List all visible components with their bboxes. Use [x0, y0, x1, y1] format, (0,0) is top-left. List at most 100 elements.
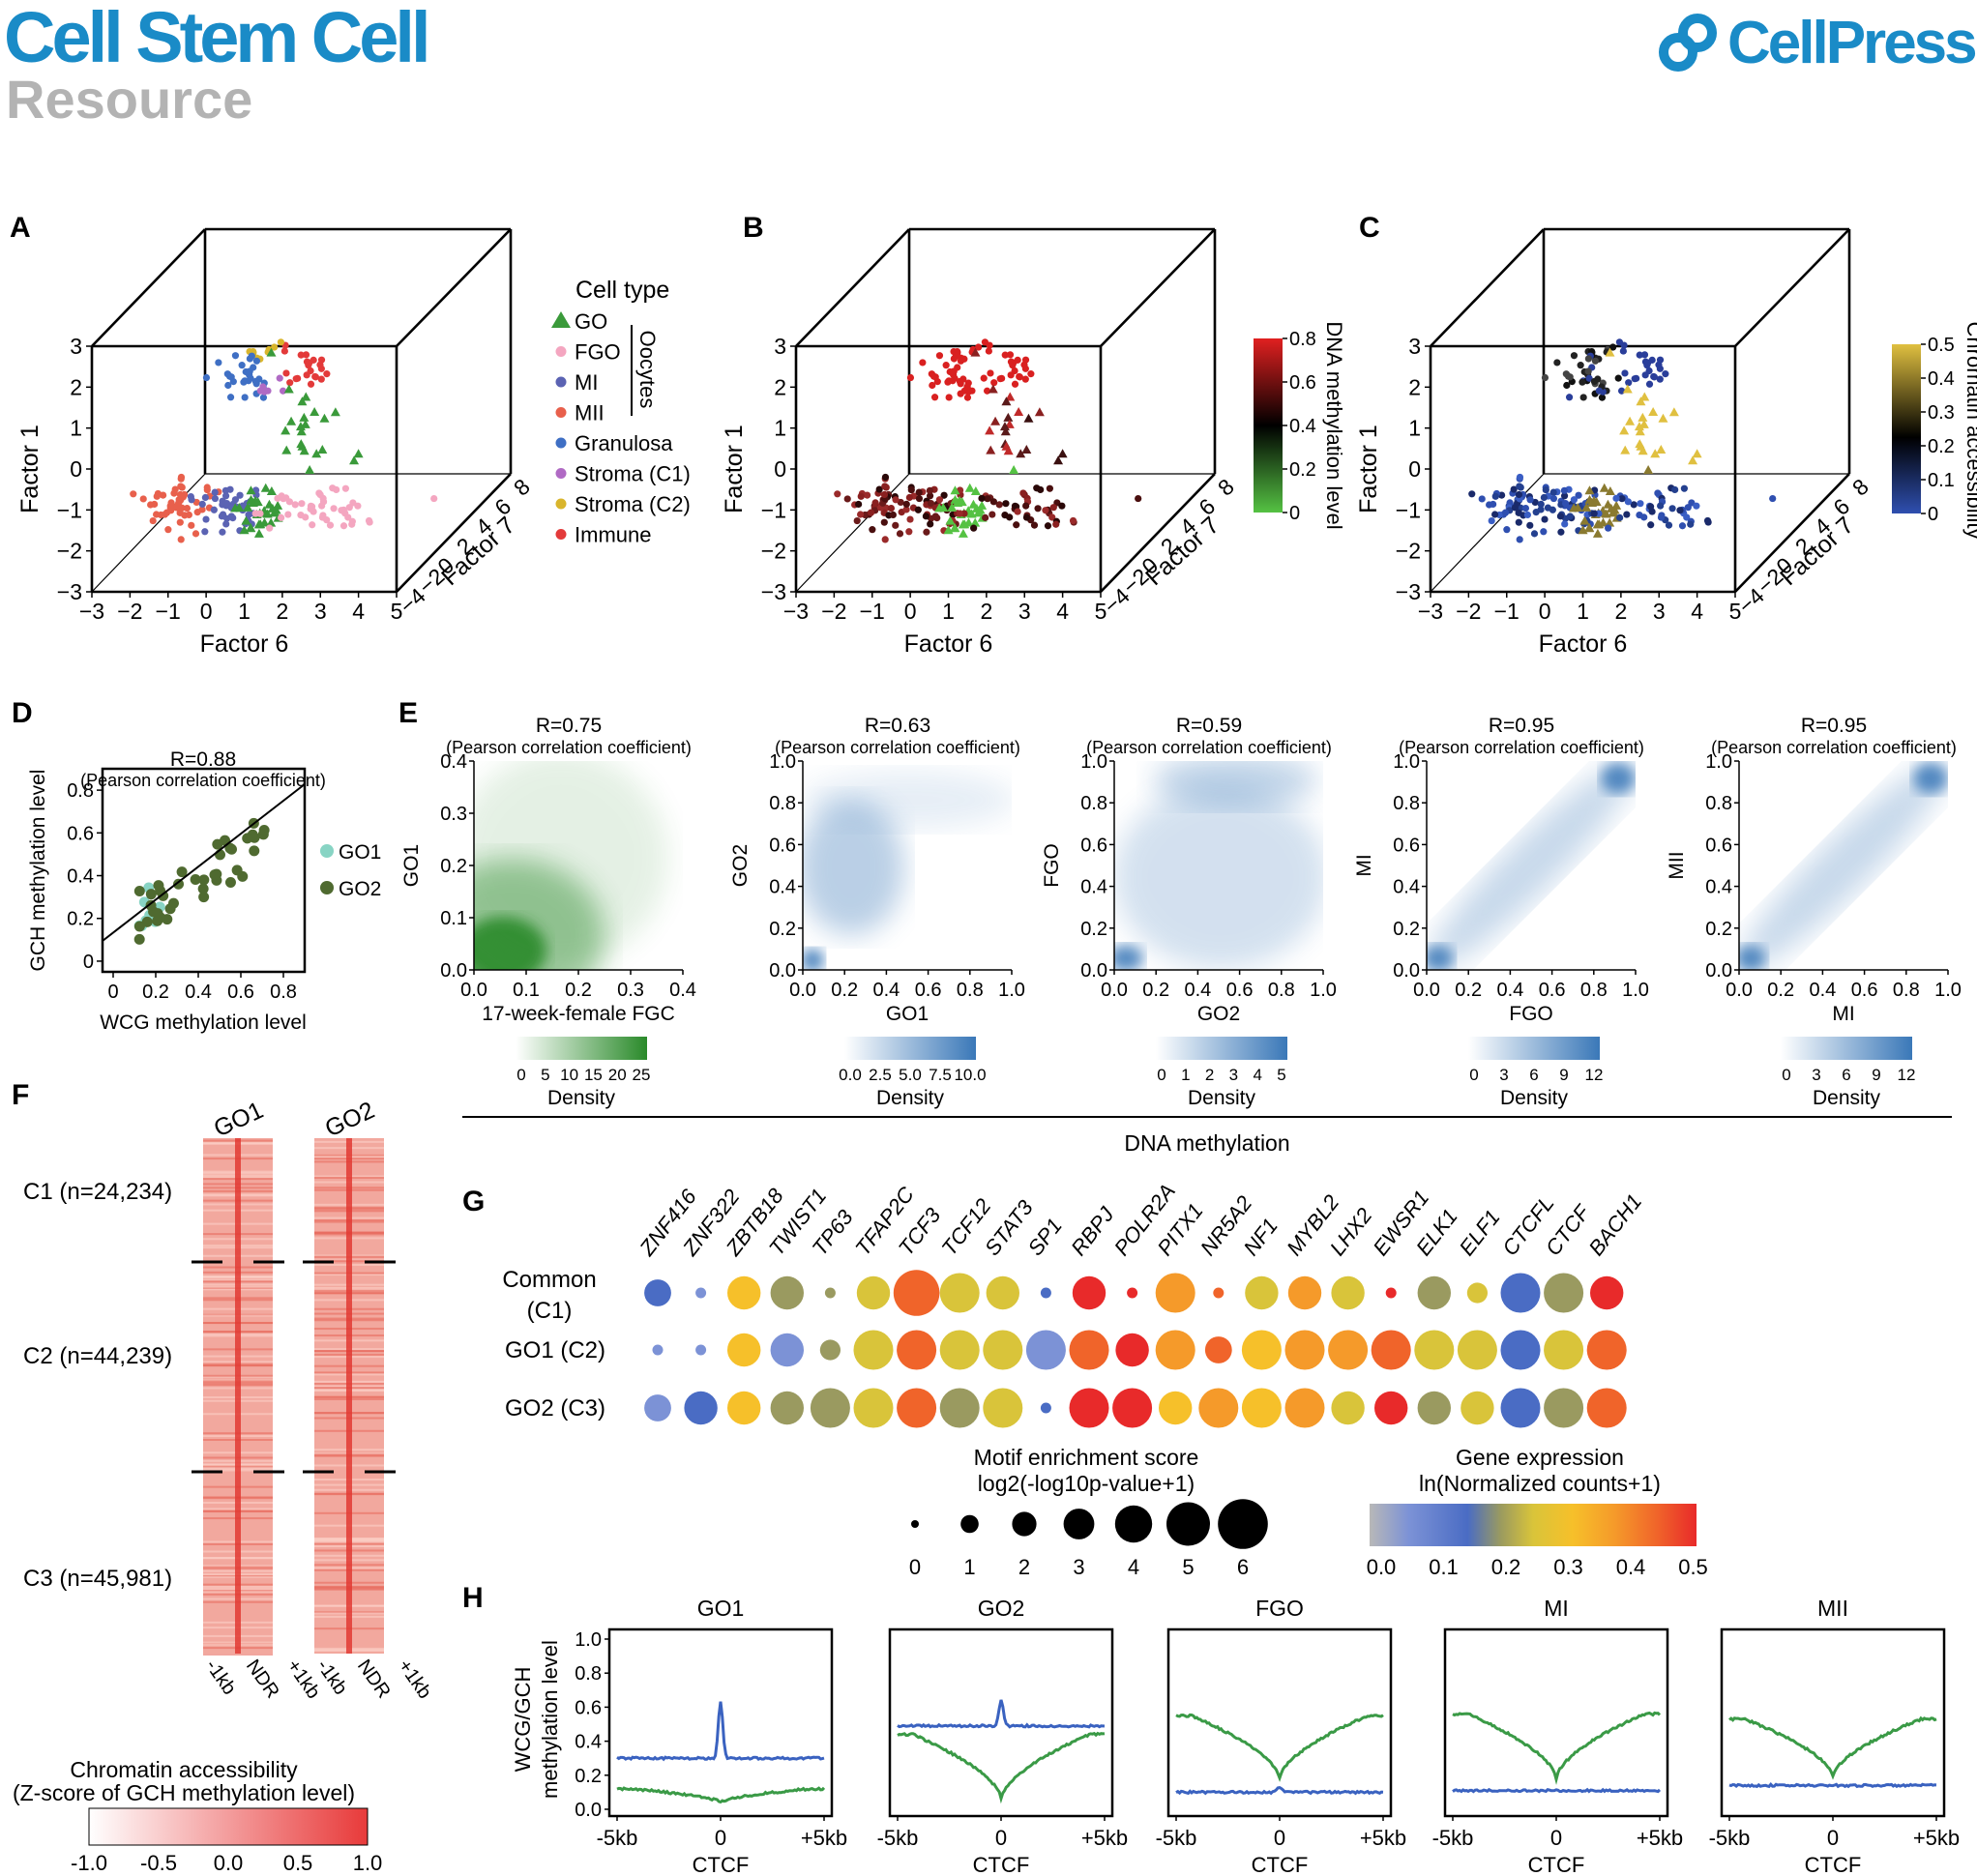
- x-tick-label: 0.3: [617, 980, 644, 1001]
- panel-d-ylabel: GCH methylation level: [27, 770, 49, 972]
- data-point: [246, 355, 253, 363]
- data-point: [221, 492, 230, 500]
- x-tick-label: 0.6: [1851, 980, 1878, 1001]
- data-point-triangle: [999, 422, 1010, 431]
- enrichment-dot: [939, 1388, 980, 1428]
- data-point: [834, 490, 841, 498]
- colorbar-tick-label: 0.5: [1928, 335, 1955, 356]
- x-tick-label: 0.2: [565, 980, 592, 1001]
- data-point: [1542, 485, 1549, 494]
- y-tick-label: 1: [1408, 416, 1421, 441]
- data-point-triangle: [970, 517, 981, 527]
- data-point: [274, 494, 281, 502]
- enrichment-dot: [770, 1275, 804, 1310]
- data-point: [963, 394, 972, 401]
- colorbar-tick-label: 5.0: [899, 1066, 922, 1084]
- data-point: [1490, 511, 1499, 518]
- density-blob: [803, 771, 1012, 829]
- data-point: [202, 373, 211, 382]
- data-point: [330, 505, 338, 513]
- y-tick-label: −3: [57, 579, 82, 604]
- profile-title: GO1: [697, 1596, 745, 1621]
- data-point: [1579, 394, 1587, 401]
- data-point: [1577, 362, 1584, 369]
- profile-title: MI: [1544, 1596, 1569, 1621]
- density-colorbar: [1468, 1037, 1600, 1060]
- legend-marker-stroma-c1-: [555, 468, 567, 479]
- density-blobs: [1427, 761, 1636, 970]
- x-axis-label: CTCF: [973, 1853, 1030, 1876]
- colorbar-title: DNA methylation level: [1322, 321, 1346, 529]
- size-legend-label: 3: [1073, 1555, 1084, 1579]
- x-tick-label: +5kb: [1360, 1826, 1406, 1850]
- data-point: [1549, 506, 1556, 513]
- box-edge: [396, 473, 512, 593]
- y-tick-label: −3: [1396, 579, 1421, 604]
- x-tick-label: 0: [1539, 599, 1551, 624]
- colorbar-tick-label: 3: [1499, 1066, 1508, 1084]
- data-point: [1022, 513, 1031, 521]
- legend-marker-immune: [555, 529, 567, 540]
- density-colorbar: [844, 1037, 976, 1060]
- y-tick-label: 0.4: [440, 751, 467, 773]
- enrichment-dot: [1127, 1287, 1138, 1299]
- data-point: [906, 515, 914, 523]
- density-blob: [1913, 763, 1948, 794]
- data-point: [896, 530, 904, 538]
- density-plot-mi: R=0.95(Pearson correlation coefficient) 0…: [1353, 715, 1649, 1109]
- density-blob: [1427, 761, 1636, 970]
- publisher-logo[interactable]: CellPress: [1656, 4, 1977, 81]
- x-tick-label: 0: [1827, 1826, 1839, 1850]
- y-axis-label: Factor 1: [721, 425, 748, 513]
- x-tick-label: 1: [942, 599, 955, 624]
- data-point: [280, 495, 287, 503]
- data-point: [203, 485, 211, 494]
- data-point: [989, 498, 997, 506]
- colorbar-tick-label: 0: [1157, 1066, 1166, 1084]
- x-tick-label: 0: [200, 599, 213, 624]
- x-tick-label: 0: [1550, 1826, 1562, 1850]
- data-point: [905, 493, 913, 502]
- density-blob: [1114, 945, 1143, 970]
- publisher-name: CellPress: [1727, 9, 1977, 76]
- box-edge-hidden: [1430, 473, 1545, 593]
- x-tick-label: 3: [314, 599, 327, 624]
- wcg-profile-line: [616, 1786, 826, 1804]
- density-colorbar: [1781, 1037, 1912, 1060]
- panel-label-a: A: [10, 212, 31, 244]
- data-point: [1001, 351, 1009, 359]
- panel-d-title: R=0.88: [170, 748, 236, 771]
- enrichment-dot: [1371, 1330, 1411, 1370]
- data-point: [291, 501, 299, 509]
- row-label: GO1 (C2): [505, 1337, 605, 1363]
- data-point: [282, 369, 290, 377]
- data-point: [339, 522, 348, 530]
- data-point-triangle: [296, 426, 307, 436]
- enrichment-dot: [695, 1287, 707, 1299]
- colorbar-tick-label: 15: [584, 1066, 603, 1084]
- data-point: [930, 394, 939, 401]
- profile-fgo: FGO -5kb 0 +5kb CTCF: [1156, 1596, 1407, 1876]
- colorbar-title: Density: [1500, 1087, 1569, 1109]
- colorbar-tick-label: 1.0: [353, 1851, 383, 1875]
- x-tick-label: 0.6: [1226, 980, 1254, 1001]
- data-point-triangle: [1001, 396, 1012, 406]
- data-point: [956, 377, 964, 386]
- data-point: [869, 526, 876, 534]
- x-tick-label: 0.2: [1455, 980, 1482, 1001]
- data-point-triangle: [1057, 449, 1068, 458]
- data-point: [298, 500, 306, 508]
- data-point: [1046, 484, 1053, 492]
- legend-marker-mii: [555, 407, 567, 418]
- data-point: [1006, 351, 1015, 359]
- colorbar-tick-label: 0.1: [1928, 470, 1955, 491]
- x-axis-label: GO2: [1197, 1003, 1240, 1025]
- y-tick-label: −2: [57, 539, 82, 564]
- size-legend-label: 2: [1018, 1555, 1030, 1579]
- data-point: [1621, 369, 1629, 377]
- colorbar-gradient: [1892, 344, 1921, 513]
- data-point: [950, 367, 958, 375]
- color-legend-title: Gene expression: [1456, 1445, 1624, 1470]
- data-point: [1560, 492, 1569, 500]
